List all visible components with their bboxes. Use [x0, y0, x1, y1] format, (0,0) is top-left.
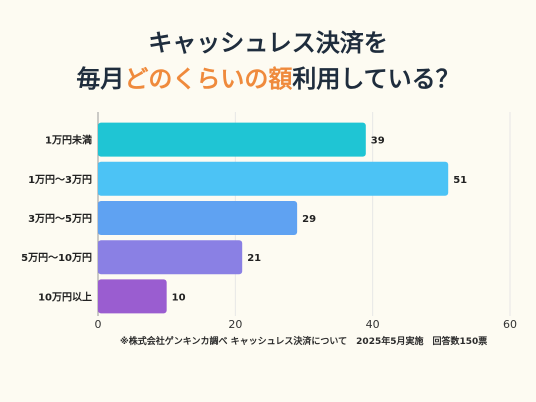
chart-title-line1: キャッシュレス決済を: [148, 29, 388, 57]
title-prefix: 毎月: [76, 65, 125, 93]
x-tick-label-3: 60: [503, 318, 517, 331]
value-label-1: 51: [453, 175, 467, 186]
value-label-3: 21: [247, 253, 261, 264]
value-label-4: 10: [172, 292, 186, 303]
category-label-4: 10万円以上: [38, 290, 92, 303]
category-label-0: 1万円未満: [45, 134, 92, 147]
bar-0: [98, 122, 366, 157]
bar-1: [98, 161, 449, 196]
value-label-0: 39: [371, 136, 385, 147]
chart-title-line2: 毎月どのくらいの額利用している？: [0, 64, 536, 94]
x-tick-label-1: 20: [228, 318, 242, 331]
category-label-3: 5万円〜10万円: [21, 252, 92, 264]
bar-2: [98, 201, 298, 235]
title-suffix: 利用している？: [292, 65, 460, 93]
value-label-2: 29: [302, 214, 316, 225]
category-label-2: 3万円〜5万円: [28, 213, 92, 225]
x-tick-label-2: 40: [366, 318, 380, 331]
x-tick-label-0: 0: [95, 318, 102, 331]
category-label-1: 1万円〜3万円: [28, 174, 92, 186]
title-accent: どのくらいの額: [124, 65, 293, 93]
footnote: ※株式会社ゲンキンカ調べ キャッシュレス決済について 2025年5月実施 回答数…: [120, 337, 488, 347]
bar-3: [98, 240, 243, 275]
bar-4: [98, 279, 167, 314]
